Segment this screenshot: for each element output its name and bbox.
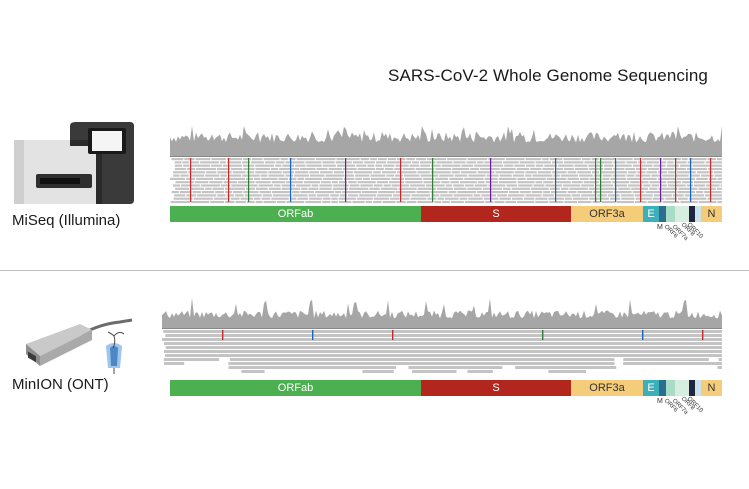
miseq-gene-segment [689, 206, 695, 222]
miseq-gene-segment [666, 206, 675, 222]
miseq-gene-segment: E [643, 206, 659, 222]
minion-border [162, 328, 722, 329]
minion-instrument-icon [26, 318, 133, 374]
miseq-gene-segment: S [421, 206, 571, 222]
figure-title: SARS-CoV-2 Whole Genome Sequencing [388, 66, 708, 85]
minion-instrument-label: MinION (ONT) [12, 376, 109, 393]
minion-gene-segment [689, 380, 695, 396]
minion-gene-segment: N [701, 380, 722, 396]
miseq-gene-segment: N [701, 206, 722, 222]
miseq-coverage-histogram [170, 126, 722, 156]
minion-coverage-track [162, 297, 722, 328]
miseq-mismatches [190, 158, 712, 202]
minion-gene-segment [695, 380, 701, 396]
panel-divider [0, 270, 749, 271]
miseq-gene-segment: ORFab [170, 206, 421, 222]
minion-gene-segment [675, 380, 689, 396]
minion-gene-segment: ORF3a [571, 380, 643, 396]
miseq-reads [170, 158, 722, 204]
minion-gene-segment [666, 380, 675, 396]
miseq-gene-segment [659, 206, 666, 222]
minion-read-alignment [162, 328, 722, 373]
minion-gene-segment: ORFab [170, 380, 421, 396]
minion-genome-map: ORFab S ORF3a E N [170, 380, 722, 396]
miseq-border [170, 156, 722, 157]
miseq-gene-segment: ORF3a [571, 206, 643, 222]
minion-gene-segment [659, 380, 666, 396]
miseq-coverage-track [170, 126, 722, 156]
miseq-gene-segment [675, 206, 689, 222]
miseq-instrument-label: MiSeq (Illumina) [12, 212, 121, 229]
miseq-read-alignment [170, 156, 722, 204]
miseq-gene-segment [695, 206, 701, 222]
minion-gene-m-label: M [657, 398, 663, 405]
minion-mismatches [222, 330, 704, 340]
minion-gene-segment: E [643, 380, 659, 396]
miseq-instrument-icon [14, 122, 134, 204]
miseq-genome-map: ORFab S ORF3a E N [170, 206, 722, 222]
minion-reads [162, 330, 722, 373]
minion-gene-segment: S [421, 380, 571, 396]
minion-coverage-histogram [162, 297, 722, 328]
miseq-gene-m-label: M [657, 224, 663, 231]
